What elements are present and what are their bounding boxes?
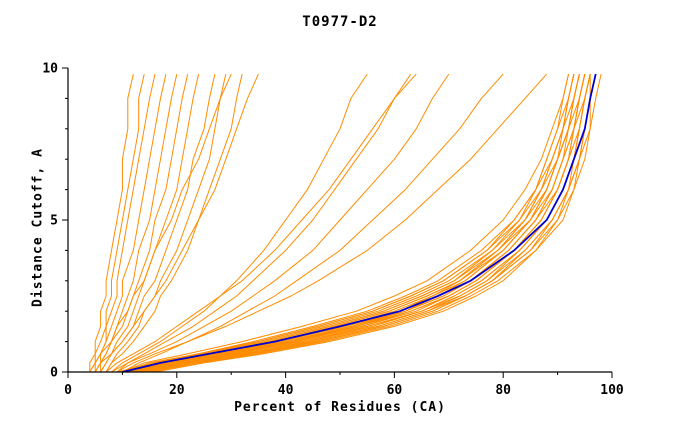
series-reference [122,73,597,373]
series-model-33 [149,73,597,373]
series-model-07 [100,73,200,373]
x-tick-label: 60 [387,383,403,398]
x-tick-label: 40 [278,383,294,398]
series-model-18 [105,73,417,373]
series-model-04 [94,73,167,373]
series-model-39 [154,73,602,373]
series-model-17 [116,73,548,373]
y-axis-label: Distance Cutoff, A [30,148,46,307]
series-model-15 [111,73,450,373]
series-model-02 [89,73,145,373]
series-model-45 [122,73,569,373]
series-model-12 [89,73,232,373]
series-model-37 [133,73,586,373]
series-model-41 [127,73,575,373]
series-model-10 [105,73,243,373]
series-model-03 [94,73,156,372]
x-axis-label: Percent of Residues (CA) [234,400,446,415]
x-tick-label: 20 [169,383,185,398]
series-model-16 [122,73,504,373]
chart-title: T0977-D2 [302,14,378,30]
x-tick-label: 80 [495,383,511,398]
y-tick-label: 0 [50,366,58,381]
series-model-14 [116,73,412,373]
series-model-06 [100,73,189,372]
y-tick-label: 5 [50,214,58,229]
series-model-09 [105,73,227,373]
series-model-38 [122,73,575,373]
series-model-13 [111,73,368,373]
y-tick-label: 10 [42,62,58,77]
series-model-44 [144,73,591,373]
series-model-11 [94,73,259,373]
x-tick-label: 0 [64,383,72,398]
series-model-01 [89,73,134,372]
x-tick-label: 100 [600,383,624,398]
series-model-42 [149,73,597,373]
